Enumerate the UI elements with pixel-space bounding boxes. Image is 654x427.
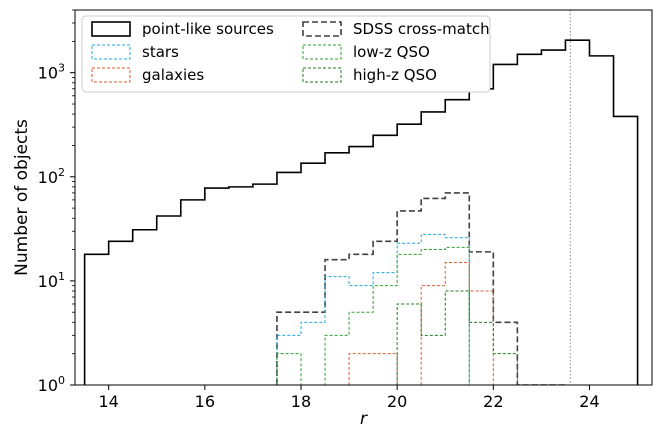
- x-tick-label: 14: [98, 392, 118, 411]
- y-tick-label: 100: [38, 374, 65, 395]
- plot-frame: [74, 9, 653, 386]
- legend-label: high-z QSO: [353, 66, 437, 84]
- series-stars: [276, 233, 470, 385]
- legend-swatch: [302, 67, 342, 83]
- series-low-z-qso: [276, 246, 470, 385]
- y-tick-label: 103: [38, 62, 65, 83]
- series-high-z-qso: [396, 290, 518, 385]
- legend-label: SDSS cross-match: [353, 20, 490, 38]
- legend-label: point-like sources: [142, 20, 274, 38]
- legend-label: low-z QSO: [353, 43, 430, 61]
- legend-swatch: [302, 44, 342, 60]
- x-tick-label: 22: [483, 392, 503, 411]
- legend-swatch: [91, 44, 131, 60]
- legend-swatch: [91, 21, 131, 37]
- series-point-like-sources: [83, 39, 639, 385]
- y-tick-label: 101: [38, 270, 65, 291]
- x-tick-label: 24: [579, 392, 599, 411]
- series-layer: [83, 39, 639, 385]
- x-tick-label: 18: [291, 392, 311, 411]
- legend-label: stars: [142, 43, 179, 61]
- x-axis: 14 16 18 20 22 24: [98, 385, 600, 411]
- y-tick-label: 102: [38, 166, 65, 187]
- legend-swatch: [302, 21, 342, 37]
- legend-box: [81, 15, 491, 93]
- y-axis: 100 101 102 103: [38, 9, 75, 395]
- legend-swatch: [91, 67, 131, 83]
- y-axis-label: Number of objects: [12, 119, 32, 276]
- x-tick-label: 16: [195, 392, 215, 411]
- legend: point-like sources SDSS cross-match stars l…: [81, 15, 491, 93]
- series-galaxies: [348, 262, 494, 385]
- x-axis-label: r: [360, 409, 368, 427]
- x-tick-label: 20: [387, 392, 407, 411]
- legend-label: galaxies: [142, 66, 204, 84]
